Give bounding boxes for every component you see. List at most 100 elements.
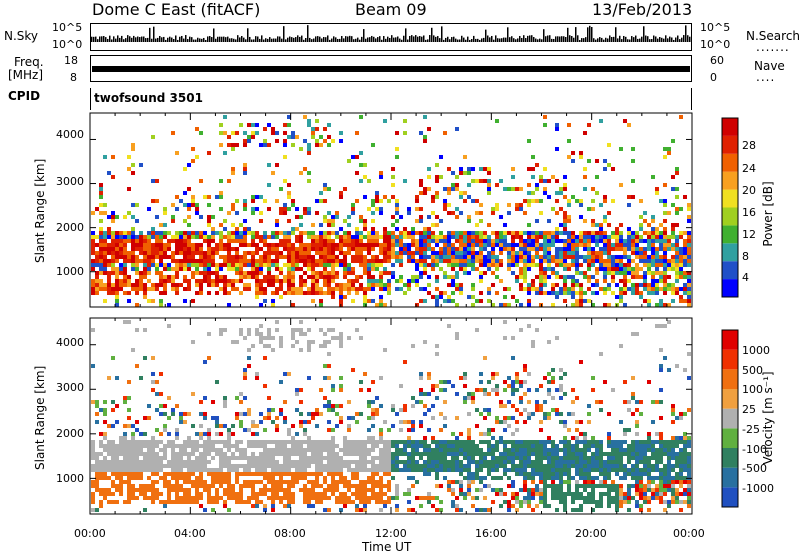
- velocity-cell: [407, 452, 411, 456]
- velocity-cell: [347, 416, 351, 420]
- power-cell: [595, 235, 599, 239]
- velocity-cell: [359, 380, 363, 384]
- velocity-cell: [383, 500, 387, 504]
- velocity-cell: [327, 488, 331, 492]
- power-cell: [575, 263, 579, 267]
- power-cell: [291, 135, 295, 139]
- velocity-cell: [599, 480, 603, 484]
- power-cell: [407, 207, 411, 211]
- power-cell: [139, 283, 143, 287]
- power-cell: [551, 243, 555, 247]
- power-cell: [191, 203, 195, 207]
- velocity-cell: [271, 420, 275, 424]
- velocity-cell: [439, 500, 443, 504]
- velocity-cell: [219, 460, 223, 464]
- power-cell: [631, 275, 635, 279]
- power-cell: [275, 275, 279, 279]
- power-cell: [319, 259, 323, 263]
- velocity-cell: [435, 468, 439, 472]
- power-cell: [151, 179, 155, 183]
- velocity-cell: [131, 472, 135, 476]
- power-cell: [603, 215, 607, 219]
- velocity-cell: [207, 440, 211, 444]
- power-cell: [487, 259, 491, 263]
- power-cell: [551, 175, 555, 179]
- cpid-value: twofsound 3501: [94, 91, 203, 105]
- power-cell: [223, 259, 227, 263]
- velocity-cell: [99, 472, 103, 476]
- velocity-cell: [215, 416, 219, 420]
- velocity-cell: [347, 400, 351, 404]
- velocity-cell: [319, 452, 323, 456]
- power-cell: [599, 223, 603, 227]
- nsky-bar: [325, 37, 327, 42]
- power-cell: [667, 235, 671, 239]
- velocity-cell: [411, 344, 415, 348]
- velocity-cell: [535, 388, 539, 392]
- nsky-bar: [541, 39, 543, 42]
- power-cell: [199, 243, 203, 247]
- power-cell: [451, 259, 455, 263]
- power-cell: [551, 239, 555, 243]
- velocity-cell: [135, 464, 139, 468]
- velocity-cell: [403, 444, 407, 448]
- power-cell: [655, 271, 659, 275]
- velocity-cell: [215, 488, 219, 492]
- velocity-cell: [195, 496, 199, 500]
- power-cell: [527, 287, 531, 291]
- nsky-bar: [459, 39, 461, 42]
- velocity-cell: [211, 444, 215, 448]
- power-cell: [287, 123, 291, 127]
- velocity-cell: [511, 444, 515, 448]
- velocity-cell: [331, 464, 335, 468]
- velocity-cell: [239, 492, 243, 496]
- power-cell: [187, 247, 191, 251]
- velocity-cell: [167, 480, 171, 484]
- power-cell: [415, 263, 419, 267]
- power-cell: [391, 263, 395, 267]
- power-cell: [287, 243, 291, 247]
- power-cell: [155, 235, 159, 239]
- velocity-cell: [275, 496, 279, 500]
- power-cell: [563, 267, 567, 271]
- power-cell: [399, 231, 403, 235]
- velocity-cell: [479, 388, 483, 392]
- velocity-cell: [243, 480, 247, 484]
- velocity-cell: [471, 460, 475, 464]
- power-cell: [111, 211, 115, 215]
- velocity-cell: [483, 408, 487, 412]
- velocity-cell: [563, 492, 567, 496]
- velocity-cell: [547, 472, 551, 476]
- velocity-cell: [427, 500, 431, 504]
- velocity-cell: [163, 404, 167, 408]
- power-cell: [99, 259, 103, 263]
- velocity-cell: [607, 464, 611, 468]
- power-cell: [319, 275, 323, 279]
- power-cell: [363, 291, 367, 295]
- velocity-cell: [475, 328, 479, 332]
- power-cell: [587, 251, 591, 255]
- velocity-cell: [583, 436, 587, 440]
- velocity-cell: [239, 448, 243, 452]
- power-cell: [287, 231, 291, 235]
- power-cell: [219, 207, 223, 211]
- power-cell: [91, 291, 95, 295]
- power-cell: [211, 235, 215, 239]
- velocity-cell: [419, 444, 423, 448]
- nsky-bar: [155, 38, 157, 42]
- power-cell: [439, 251, 443, 255]
- power-cell: [251, 211, 255, 215]
- power-cell: [539, 279, 543, 283]
- velocity-cell: [119, 480, 123, 484]
- velocity-cell: [307, 500, 311, 504]
- power-cell: [555, 191, 559, 195]
- power-cell: [155, 199, 159, 203]
- power-cell: [151, 235, 155, 239]
- power-cell: [483, 247, 487, 251]
- velocity-cell: [587, 472, 591, 476]
- power-cell: [435, 279, 439, 283]
- power-cell: [99, 247, 103, 251]
- nsky-bar: [655, 36, 657, 42]
- power-cell: [255, 287, 259, 291]
- power-cell: [427, 255, 431, 259]
